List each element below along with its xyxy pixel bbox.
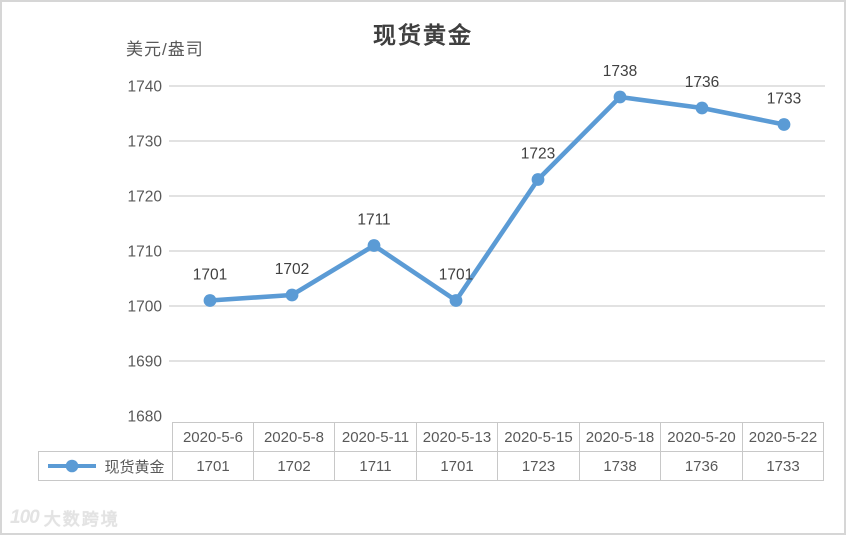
y-axis-tick-label: 1680 <box>128 409 163 423</box>
table-value: 1711 <box>334 451 417 481</box>
table-value: 1723 <box>497 451 580 481</box>
data-point-label: 1701 <box>193 267 227 284</box>
table-value-row: 现货黄金 1701 1702 1711 1701 1723 1738 1736 … <box>38 451 824 481</box>
line-chart-plot: 1740 1730 1720 1710 1700 1690 1680 1701 1702 1711… <box>128 63 825 423</box>
legend-cell: 现货黄金 <box>38 451 173 481</box>
y-axis-tick-label: 1740 <box>128 79 163 96</box>
table-value: 1738 <box>579 451 661 481</box>
watermark-text: 大数跨境 <box>43 510 120 529</box>
table-value: 1736 <box>660 451 743 481</box>
watermark-logo-icon: 100 <box>10 506 40 528</box>
table-header-date: 2020-5-13 <box>416 422 498 452</box>
data-point-label: 1736 <box>685 74 719 91</box>
table-header-date: 2020-5-8 <box>253 422 335 452</box>
table-header-date: 2020-5-20 <box>660 422 743 452</box>
y-axis-tick-label: 1700 <box>128 299 163 316</box>
data-point-label: 1711 <box>357 212 390 229</box>
data-point-label: 1702 <box>275 261 309 278</box>
data-point-marker <box>695 101 709 115</box>
data-point-marker <box>613 90 627 104</box>
table-header-date: 2020-5-22 <box>742 422 824 452</box>
data-table: 2020-5-6 2020-5-8 2020-5-11 2020-5-13 20… <box>38 422 824 481</box>
y-axis-tick-label: 1730 <box>128 134 163 151</box>
y-axis-tick-label: 1710 <box>128 244 163 261</box>
table-value: 1701 <box>172 451 254 481</box>
y-axis-tick-label: 1690 <box>128 354 163 371</box>
data-point-label: 1701 <box>439 267 473 284</box>
data-point-marker <box>449 294 463 307</box>
legend-line-marker-icon <box>48 459 97 473</box>
table-value: 1702 <box>253 451 335 481</box>
table-header-date: 2020-5-18 <box>579 422 661 452</box>
table-header-date: 2020-5-11 <box>334 422 417 452</box>
data-point-marker <box>367 239 381 252</box>
table-header-row: 2020-5-6 2020-5-8 2020-5-11 2020-5-13 20… <box>39 422 824 452</box>
table-corner-blank <box>39 423 173 452</box>
table-value: 1733 <box>742 451 824 481</box>
data-point-marker <box>531 173 545 186</box>
data-point-label: 1738 <box>603 63 637 80</box>
table-header-date: 2020-5-15 <box>497 422 580 452</box>
chart-title: 现货黄金 <box>373 22 473 49</box>
watermark: 100 大数跨境 <box>10 505 120 530</box>
legend-label: 现货黄金 <box>104 458 165 476</box>
table-header-date: 2020-5-6 <box>172 422 254 452</box>
data-point-marker <box>777 118 791 131</box>
series-line <box>207 94 787 303</box>
y-axis-unit-label: 美元/盎司 <box>126 40 204 59</box>
table-value: 1701 <box>416 451 498 481</box>
y-axis-tick-label: 1720 <box>128 189 163 206</box>
data-point-label: 1733 <box>767 91 801 108</box>
data-point-marker <box>203 294 217 307</box>
data-point-marker <box>285 288 299 302</box>
data-point-label: 1723 <box>521 146 555 163</box>
